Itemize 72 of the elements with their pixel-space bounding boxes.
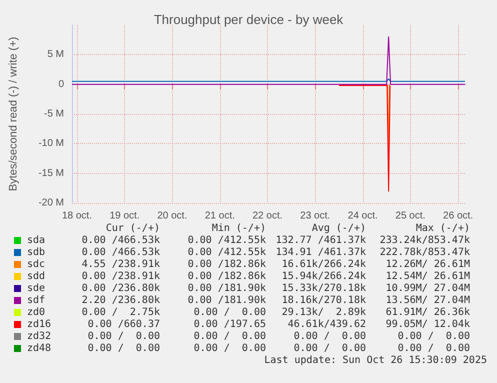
x-tick-label: 22 oct. xyxy=(252,210,283,222)
text: 0.00 / 0.00 xyxy=(398,331,470,343)
text: 0.00 /236.80k xyxy=(82,283,160,295)
x-tick-label: 24 oct. xyxy=(348,210,378,222)
text: 222.78k/853.47k xyxy=(380,247,470,259)
text: 0.00 / 0.00 xyxy=(88,343,160,355)
y-tick-label: -15 M xyxy=(38,168,64,179)
y-tick-label: -5 M xyxy=(44,108,64,120)
x-tick-label: 25 oct. xyxy=(395,210,426,222)
text: 0.00 /412.55k xyxy=(188,235,266,247)
text: 0.00 / 0.00 xyxy=(194,343,266,355)
text: 4.55 /238.91k xyxy=(82,259,160,271)
text: 0.00 / 2.75k xyxy=(82,307,160,319)
text: 0.00 /466.53k xyxy=(82,235,160,247)
text: 0.00 /182.86k xyxy=(188,259,266,271)
legend-label: zd16 xyxy=(27,319,52,331)
text: 0.00 /412.55k xyxy=(188,247,266,259)
legend-label: zd32 xyxy=(27,331,52,343)
text: 134.91 /461.37k xyxy=(276,247,366,259)
text: 29.13k/ 2.89k xyxy=(282,307,366,319)
text: 0.00 /238.91k xyxy=(82,271,160,283)
text: 15.94k/266.24k xyxy=(282,271,366,283)
text: 61.91M/ 26.36k xyxy=(386,307,470,319)
text: Avg (-/+) xyxy=(312,223,366,235)
text: 18.16k/270.18k xyxy=(282,295,366,307)
y-tick-label: 5 M xyxy=(47,49,64,60)
text: 0.00 / 0.00 xyxy=(294,331,366,343)
x-tick-label: 20 oct. xyxy=(157,210,188,222)
text: 0.00 /182.86k xyxy=(188,271,266,283)
text: 0.00 / 0.00 xyxy=(294,343,366,355)
text: Max (-/+) xyxy=(416,223,470,235)
text: Last update: Sun Oct 26 15:30:09 2025 xyxy=(263,355,487,367)
text: 233.24k/853.47k xyxy=(380,235,470,247)
y-tick-label: -20 M xyxy=(38,198,64,208)
text: 0.00 /181.90k xyxy=(188,283,266,295)
x-tick-label: 18 oct. xyxy=(62,210,92,222)
text: 0.00 /197.65 xyxy=(194,319,266,331)
x-tick-label: 21 oct. xyxy=(204,210,235,222)
text: Cur (-/+) xyxy=(106,223,160,235)
text: 0.00 / 0.00 xyxy=(88,331,160,343)
legend-label: zd0 xyxy=(27,307,46,319)
legend-label: sda xyxy=(27,235,46,247)
text: 99.05M/ 12.04k xyxy=(386,319,470,331)
text: 0.00 / 0.00 xyxy=(194,307,266,319)
text: 13.56M/ 27.04M xyxy=(386,295,470,307)
text: 15.33k/270.18k xyxy=(282,283,366,295)
legend-label: sdf xyxy=(27,295,46,307)
text: 46.61k/439.62 xyxy=(288,319,366,331)
text: 0.00 /181.90k xyxy=(188,295,266,307)
y-tick-label: 0 xyxy=(58,78,64,90)
text: 12.26M/ 26.61M xyxy=(386,259,470,271)
text: Min (-/+) xyxy=(212,223,266,235)
legend-label: zd48 xyxy=(27,343,52,355)
legend-label: sdb xyxy=(27,247,46,259)
text: 132.77 /461.37k xyxy=(276,235,366,247)
text: 0.00 / 0.00 xyxy=(398,343,470,355)
x-tick-label: 19 oct. xyxy=(110,210,140,222)
legend-label: sdd xyxy=(27,271,46,283)
y-tick-label: -10 M xyxy=(38,138,64,150)
y-axis-title: Bytes/second read (-) / write (+) xyxy=(8,36,20,192)
text: 0.00 / 0.00 xyxy=(194,331,266,343)
text: 0.00 /660.37 xyxy=(88,319,160,331)
text: 12.54M/ 26.61M xyxy=(386,271,470,283)
text: 0.00 /466.53k xyxy=(82,247,160,259)
x-tick-label: 26 oct. xyxy=(443,210,474,222)
legend-label: sde xyxy=(27,283,46,295)
chart-title: Throughput per device - by week xyxy=(154,12,344,27)
legend-label: sdc xyxy=(27,259,46,271)
text: 2.20 /236.80k xyxy=(82,295,160,307)
text: 16.61k/266.24k xyxy=(282,259,366,271)
x-tick-label: 23 oct. xyxy=(300,210,330,222)
text: 10.99M/ 27.04M xyxy=(386,283,470,295)
